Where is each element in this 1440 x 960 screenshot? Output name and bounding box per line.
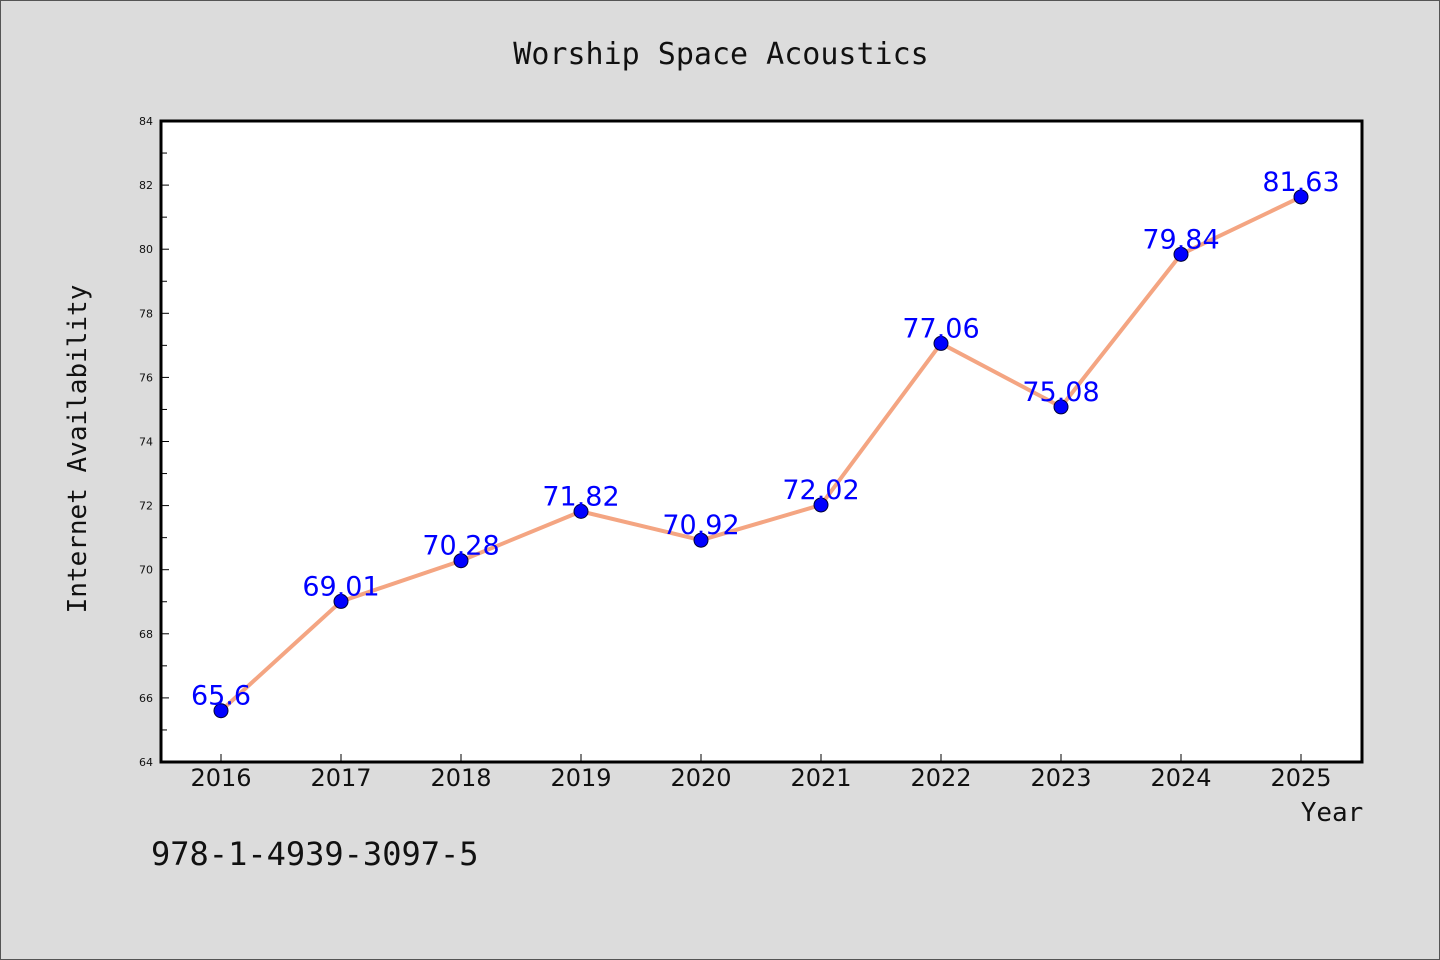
x-axis-ticks: 2016 2017 2018 2019 2020 2021 2022 2023 2024 2025: [190, 754, 1332, 792]
y-tick-label: 72: [139, 500, 153, 513]
x-tick-label: 2021: [790, 764, 851, 792]
series-group: [213, 189, 1309, 719]
data-label: 72.02: [782, 475, 859, 506]
data-label: 75.08: [1022, 377, 1099, 408]
y-tick-label: 84: [139, 115, 153, 128]
y-tick-label: 64: [139, 756, 153, 769]
chart-title: Worship Space Acoustics: [513, 37, 928, 72]
y-tick-label: 78: [139, 307, 153, 320]
x-tick-label: 2016: [190, 764, 251, 792]
x-tick-label: 2018: [430, 764, 491, 792]
data-point-marker: [573, 503, 589, 519]
y-tick-label: 68: [139, 628, 153, 641]
y-tick-label: 80: [139, 243, 153, 256]
x-tick-label: 2024: [1150, 764, 1211, 792]
y-tick-label: 82: [139, 179, 153, 192]
data-label: 81.63: [1262, 167, 1339, 198]
isbn-annotation: 978-1-4939-3097-5: [151, 835, 479, 873]
data-labels-group: 65.6 69.01 70.28 71.82 70.92 72.02 77.06 75.08 7…: [191, 167, 1340, 712]
x-tick-label: 2022: [910, 764, 971, 792]
data-label: 69.01: [302, 571, 379, 602]
series-line: [219, 194, 1303, 713]
x-tick-label: 2023: [1030, 764, 1091, 792]
y-tick-label: 74: [139, 436, 153, 449]
y-tick-label: 70: [139, 564, 153, 577]
data-point-marker: [1053, 399, 1069, 415]
y-axis-ticks: 64 66 68 70 72 74 76 78 80 82 84: [139, 115, 169, 769]
x-axis-label: Year: [1301, 798, 1364, 828]
y-tick-label: 66: [139, 692, 153, 705]
data-point-marker: [333, 593, 349, 609]
x-tick-label: 2019: [550, 764, 611, 792]
data-point-marker: [1173, 246, 1189, 262]
plot-area: [161, 121, 1362, 762]
y-tick-label: 76: [139, 371, 153, 384]
data-point-marker: [213, 703, 229, 719]
data-point-marker: [813, 497, 829, 513]
data-point-marker: [933, 335, 949, 351]
data-label: 77.06: [902, 313, 979, 344]
data-point-marker: [1293, 189, 1309, 205]
data-label: 70.28: [422, 531, 499, 562]
data-label: 71.82: [542, 481, 619, 512]
data-label: 79.84: [1142, 224, 1219, 255]
data-label: 70.92: [662, 510, 739, 541]
x-tick-label: 2020: [670, 764, 731, 792]
data-label: 65.6: [191, 681, 251, 712]
plot-frame: [159, 119, 1364, 764]
x-tick-label: 2017: [310, 764, 371, 792]
y-axis-label: Internet Availability: [63, 285, 93, 614]
x-tick-label: 2025: [1270, 764, 1331, 792]
data-point-marker: [453, 553, 469, 569]
data-point-marker: [693, 532, 709, 548]
